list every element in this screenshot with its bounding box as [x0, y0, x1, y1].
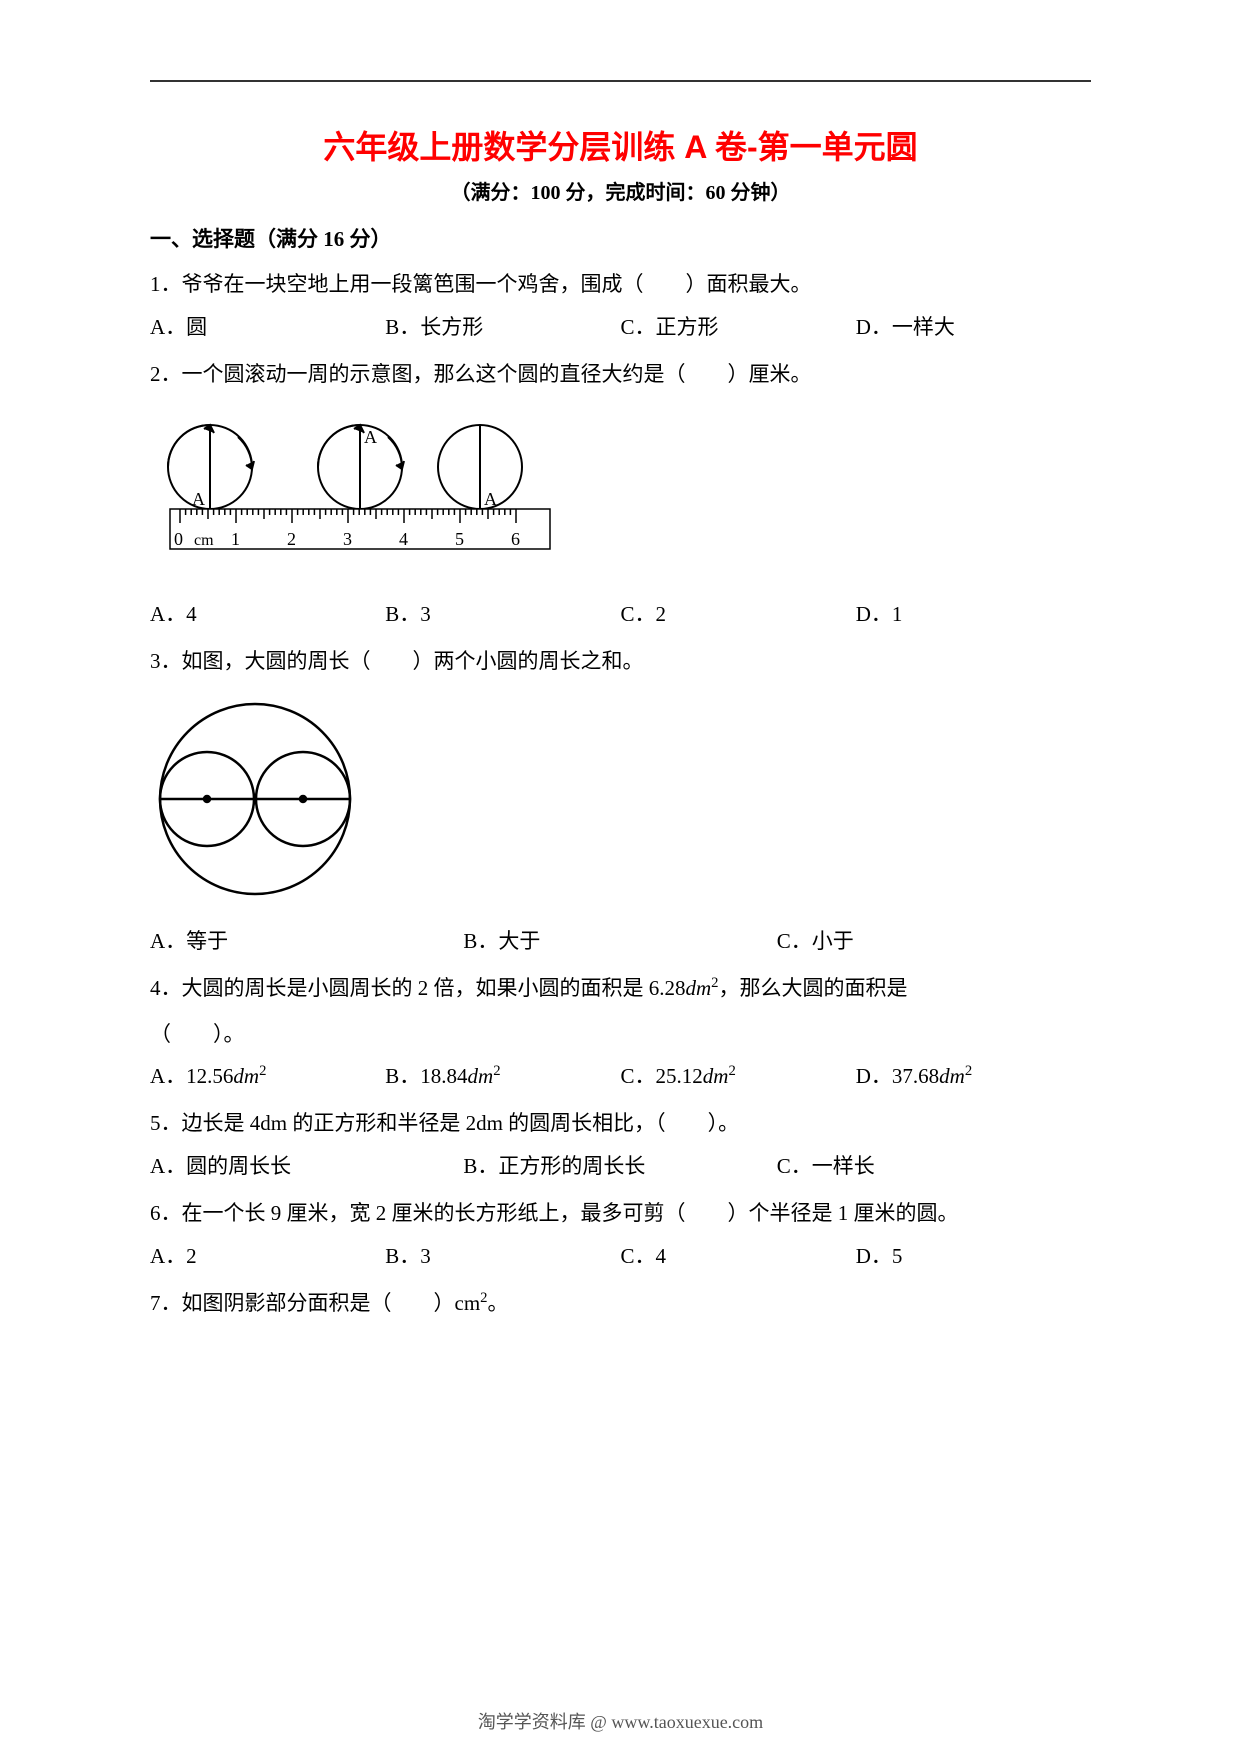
q2-opt-b: B．3: [385, 598, 620, 628]
q4-opt-d: D．37.68dm2: [856, 1060, 1091, 1090]
q1-opt-c: C．正方形: [621, 311, 856, 341]
q2-opt-c: C．2: [621, 598, 856, 628]
svg-text:A: A: [484, 489, 497, 509]
q1-text: 1．爷爷在一块空地上用一段篱笆围一个鸡舍，围成（ ）面积最大。: [150, 265, 1091, 305]
q6-options: A．2 B．3 C．4 D．5: [150, 1240, 1091, 1270]
q1-options: A．圆 B．长方形 C．正方形 D．一样大: [150, 311, 1091, 341]
q1-opt-a: A．圆: [150, 311, 385, 341]
q4-post: ，那么大圆的面积是: [719, 976, 908, 1000]
q7-sup: 2: [480, 1290, 487, 1306]
q6-opt-d: D．5: [856, 1240, 1091, 1270]
q3-options: A．等于 B．大于 C．小于: [150, 925, 1091, 955]
q4-text: 4．大圆的周长是小圆周长的 2 倍，如果小圆的面积是 6.28dm2，那么大圆的…: [150, 969, 1091, 1009]
q6-text: 6．在一个长 9 厘米，宽 2 厘米的长方形纸上，最多可剪（ ）个半径是 1 厘…: [150, 1194, 1091, 1234]
svg-text:0: 0: [174, 529, 183, 549]
q7-text: 7．如图阴影部分面积是（ ）cm2。: [150, 1284, 1091, 1324]
svg-text:cm: cm: [194, 532, 214, 549]
q4-blank: （ ）。: [150, 1015, 1091, 1055]
q4-opt-b: B．18.84dm2: [385, 1060, 620, 1090]
q4-sup: 2: [711, 975, 718, 991]
q1-opt-d: D．一样大: [856, 311, 1091, 341]
q5-text: 5．边长是 4dm 的正方形和半径是 2dm 的圆周长相比，（ ）。: [150, 1104, 1091, 1144]
page-title: 六年级上册数学分层训练 A 卷-第一单元圆: [150, 122, 1091, 168]
q2-opt-d: D．1: [856, 598, 1091, 628]
q7-pre: 7．如图阴影部分面积是（ ）: [150, 1291, 455, 1315]
q3-text: 3．如图，大圆的周长（ ）两个小圆的周长之和。: [150, 642, 1091, 682]
q6-opt-b: B．3: [385, 1240, 620, 1270]
page-subtitle: （满分：100 分，完成时间：60 分钟）: [150, 176, 1091, 205]
q4-options: A．12.56dm2 B．18.84dm2 C．25.12dm2 D．37.68…: [150, 1060, 1091, 1090]
svg-text:5: 5: [455, 529, 464, 549]
q5-opt-a: A．圆的周长长: [150, 1150, 463, 1180]
svg-text:1: 1: [231, 529, 240, 549]
q3-opt-a: A．等于: [150, 925, 463, 955]
q3-opt-c: C．小于: [777, 925, 1090, 955]
q5-options: A．圆的周长长 B．正方形的周长长 C．一样长: [150, 1150, 1091, 1180]
q3-opt-b: B．大于: [463, 925, 776, 955]
q5-opt-c: C．一样长: [777, 1150, 1090, 1180]
svg-text:6: 6: [511, 529, 520, 549]
q2-text: 2．一个圆滚动一周的示意图，那么这个圆的直径大约是（ ）厘米。: [150, 355, 1091, 395]
q4-opt-c: C．25.12dm2: [621, 1060, 856, 1090]
svg-text:2: 2: [287, 529, 296, 549]
page-footer: 淘学学资料库 @ www.taoxuexue.com: [0, 1708, 1241, 1734]
top-rule: [150, 80, 1091, 82]
q6-opt-a: A．2: [150, 1240, 385, 1270]
q4-pre: 4．大圆的周长是小圆周长的 2 倍，如果小圆的面积是: [150, 976, 649, 1000]
q7-unit: cm: [455, 1291, 481, 1315]
svg-text:A: A: [192, 489, 205, 509]
svg-text:3: 3: [343, 529, 352, 549]
q4-unit: dm: [686, 976, 712, 1000]
svg-text:A: A: [364, 427, 377, 447]
q6-opt-c: C．4: [621, 1240, 856, 1270]
q4-opt-a: A．12.56dm2: [150, 1060, 385, 1090]
q5-opt-b: B．正方形的周长长: [463, 1150, 776, 1180]
q2-opt-a: A．4: [150, 598, 385, 628]
q2-options: A．4 B．3 C．2 D．1: [150, 598, 1091, 628]
section-1-heading: 一、选择题（满分 16 分）: [150, 223, 1091, 253]
q1-opt-b: B．长方形: [385, 311, 620, 341]
exam-page: 六年级上册数学分层训练 A 卷-第一单元圆 （满分：100 分，完成时间：60 …: [0, 0, 1241, 1754]
svg-text:4: 4: [399, 529, 408, 549]
q3-figure: [150, 694, 1091, 909]
q2-figure: A A A 1 2 3 4 5 6 0 cm: [150, 407, 1091, 582]
q7-post: 。: [488, 1291, 509, 1315]
q4-val: 6.28: [649, 976, 686, 1000]
